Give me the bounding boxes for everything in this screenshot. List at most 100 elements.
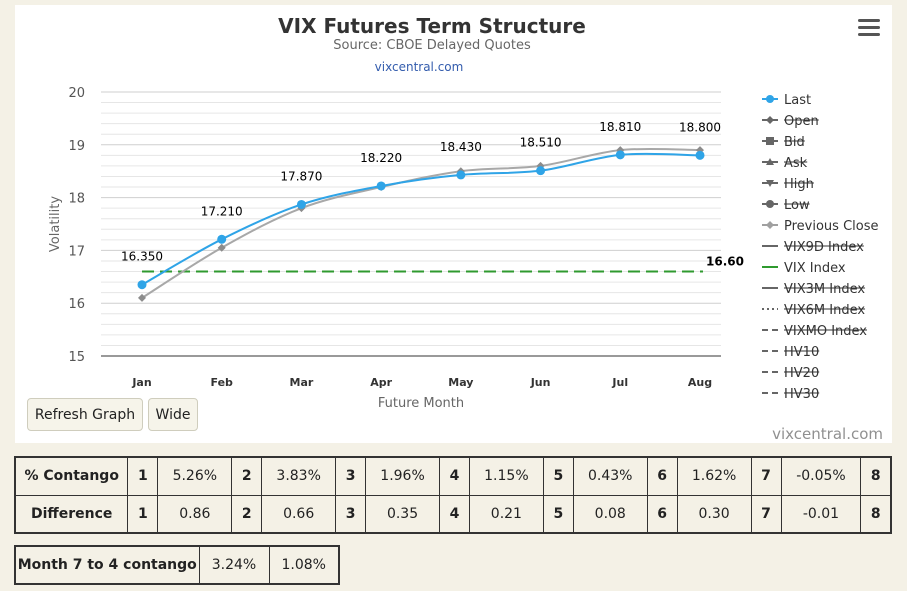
month-number: 5 <box>542 456 574 496</box>
legend-item-vix3m-index[interactable]: VIX3M Index <box>762 282 865 297</box>
last-price-point <box>217 234 227 244</box>
contango-row: % Contango 1 5.26% 2 3.83% 3 1.96% 4 1.1… <box>14 456 892 496</box>
credit-link[interactable]: vixcentral.com <box>772 425 883 443</box>
contango-cell: 5.26% <box>157 456 233 496</box>
data-label: 16.350 <box>121 250 163 264</box>
y-tick-label: 20 <box>68 86 85 101</box>
last-price-point <box>456 170 466 180</box>
contango-cell: -0.05% <box>780 456 862 496</box>
legend-item-last[interactable]: Last <box>762 93 811 108</box>
legend-item-high[interactable]: High <box>762 177 814 192</box>
x-tick-label: Jul <box>611 376 628 389</box>
month-number: 4 <box>438 456 470 496</box>
difference-cell: -0.01 <box>780 494 862 534</box>
legend-label: Open <box>784 114 819 129</box>
month-number: 8 <box>860 494 892 534</box>
legend-item-hv30[interactable]: HV30 <box>762 387 820 402</box>
legend-label: VIX3M Index <box>784 282 865 297</box>
data-label: 18.810 <box>599 120 641 134</box>
legend[interactable]: Last Open Bid Ask High Low Previous Close VIX9D… <box>762 93 879 402</box>
data-label: 18.220 <box>360 151 402 165</box>
chart-title: VIX Futures Term Structure <box>278 14 586 38</box>
legend-label: HV20 <box>784 366 819 381</box>
wide-button[interactable]: Wide <box>148 398 198 431</box>
legend-item-ask[interactable]: Ask <box>762 156 808 171</box>
last-price-line <box>141 152 701 286</box>
chart-link[interactable]: vixcentral.com <box>375 60 464 74</box>
hamburger-icon[interactable] <box>858 19 880 37</box>
x-axis-title: Future Month <box>378 396 464 411</box>
legend-item-vix-index[interactable]: VIX Index <box>762 261 846 276</box>
data-label: 17.210 <box>201 204 243 218</box>
contango-cell: 1.15% <box>468 456 544 496</box>
legend-item-hv20[interactable]: HV20 <box>762 366 820 381</box>
legend-item-vix9d-index[interactable]: VIX9D Index <box>762 240 864 255</box>
legend-label: Previous Close <box>784 219 879 234</box>
vix-term-structure-chart: VIX Futures Term Structure Source: CBOE … <box>48 14 879 411</box>
data-label: 17.870 <box>280 169 322 183</box>
contango-cell: 1.62% <box>676 456 752 496</box>
legend-item-open[interactable]: Open <box>762 114 819 129</box>
last-price-point <box>376 181 386 191</box>
month-contango-label: Month 7 to 4 contango <box>14 545 200 585</box>
legend-item-bid[interactable]: Bid <box>762 135 805 150</box>
month-number: 3 <box>335 494 367 534</box>
legend-item-hv10[interactable]: HV10 <box>762 345 820 360</box>
month-contango-value: 1.08% <box>268 545 340 585</box>
legend-label: HV10 <box>784 345 819 360</box>
month-number: 5 <box>542 494 574 534</box>
previous-close-line <box>141 147 701 299</box>
legend-marker <box>766 137 774 145</box>
month-number: 7 <box>750 494 782 534</box>
legend-label: HV30 <box>784 387 819 402</box>
refresh-graph-button[interactable]: Refresh Graph <box>27 398 143 431</box>
month-number: 2 <box>231 494 263 534</box>
y-tick-label: 17 <box>68 244 85 259</box>
legend-marker <box>766 221 774 229</box>
difference-cell: 0.86 <box>157 494 233 534</box>
last-price-point <box>615 150 625 160</box>
y-axis-title: Volatility <box>48 196 63 252</box>
x-tick-label: Jan <box>131 376 151 389</box>
chart-subtitle: Source: CBOE Delayed Quotes <box>333 38 531 53</box>
legend-label: VIXMO Index <box>784 324 867 339</box>
difference-row: Difference 1 0.86 2 0.66 3 0.35 4 0.21 5… <box>14 494 892 534</box>
y-tick-label: 16 <box>68 297 85 312</box>
vix-index-label: 16.60 <box>706 255 744 269</box>
previous-close-point <box>138 293 146 302</box>
month-number: 1 <box>127 456 159 496</box>
legend-item-previous-close[interactable]: Previous Close <box>762 219 879 234</box>
legend-marker <box>766 158 774 165</box>
x-tick-label: Feb <box>211 376 234 389</box>
legend-label: VIX Index <box>784 261 846 276</box>
legend-label: VIX9D Index <box>784 240 864 255</box>
axes: 15 16 17 18 19 20 Jan Feb Mar Apr May Jun Jul Aug Vola… <box>48 86 721 411</box>
month-number: 6 <box>646 494 678 534</box>
contango-row-label: % Contango <box>14 456 129 496</box>
y-tick-label: 19 <box>68 139 85 154</box>
x-tick-label: Mar <box>290 376 314 389</box>
legend-marker <box>766 116 774 124</box>
y-tick-label: 18 <box>68 192 85 207</box>
y-tick-label: 15 <box>68 350 85 365</box>
month-contango-table: Month 7 to 4 contango 3.24% 1.08% <box>14 545 340 585</box>
legend-label: Bid <box>784 135 805 150</box>
legend-item-low[interactable]: Low <box>762 198 810 213</box>
legend-label: Last <box>784 93 811 108</box>
x-tick-label: Aug <box>688 376 712 389</box>
series: 16.60 16.350 17.210 17.870 18.220 18.430 18.51… <box>121 120 744 302</box>
legend-item-vixmo-index[interactable]: VIXMO Index <box>762 324 867 339</box>
grid <box>101 91 721 357</box>
last-price-point <box>536 166 546 176</box>
month-contango-value: 3.24% <box>198 545 270 585</box>
legend-marker <box>766 200 774 208</box>
chart-panel: VIX Futures Term Structure Source: CBOE … <box>15 5 892 443</box>
x-tick-label: Apr <box>370 376 392 389</box>
x-tick-label: Jun <box>530 376 551 389</box>
difference-cell: 0.08 <box>572 494 648 534</box>
legend-marker <box>766 95 774 103</box>
month-contango-row: Month 7 to 4 contango 3.24% 1.08% <box>14 545 340 585</box>
last-price-point <box>296 199 306 209</box>
legend-item-vix6m-index[interactable]: VIX6M Index <box>762 303 865 318</box>
month-number: 6 <box>646 456 678 496</box>
